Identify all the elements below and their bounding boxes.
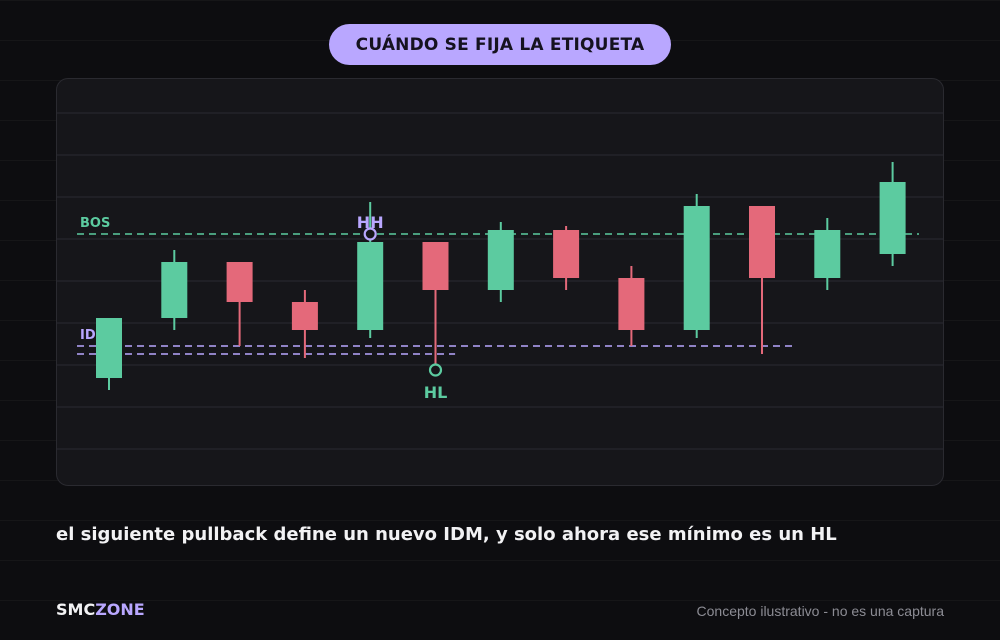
marker-hl xyxy=(428,363,443,377)
brand-prefix: SMC xyxy=(56,600,96,619)
candle-body xyxy=(161,262,188,318)
candle-body xyxy=(814,230,841,278)
candle-body xyxy=(553,230,580,278)
candle-body xyxy=(357,242,384,330)
marker-label-hl: HL xyxy=(424,383,448,402)
candle-body xyxy=(618,278,645,330)
candle-body xyxy=(487,230,514,290)
brand-logo: SMCZONE xyxy=(56,600,145,619)
footnote: Concepto ilustrativo - no es una captura xyxy=(696,603,944,619)
marker-label-hh: HH xyxy=(357,213,384,232)
candle-body xyxy=(683,206,710,330)
marker-hh xyxy=(363,227,377,241)
candle-body xyxy=(749,206,775,278)
candle-body xyxy=(96,318,122,378)
chart-panel: BOS IDM HH HL xyxy=(56,78,944,486)
level-label-bos: BOS xyxy=(80,216,110,231)
candle-body xyxy=(291,302,318,330)
candle-body xyxy=(422,242,449,290)
brand-suffix: ZONE xyxy=(95,600,145,619)
candle-body xyxy=(226,262,253,302)
caption: el siguiente pullback define un nuevo ID… xyxy=(56,524,837,545)
candle-body xyxy=(879,182,906,254)
title-badge: CUÁNDO SE FIJA LA ETIQUETA xyxy=(329,24,671,65)
